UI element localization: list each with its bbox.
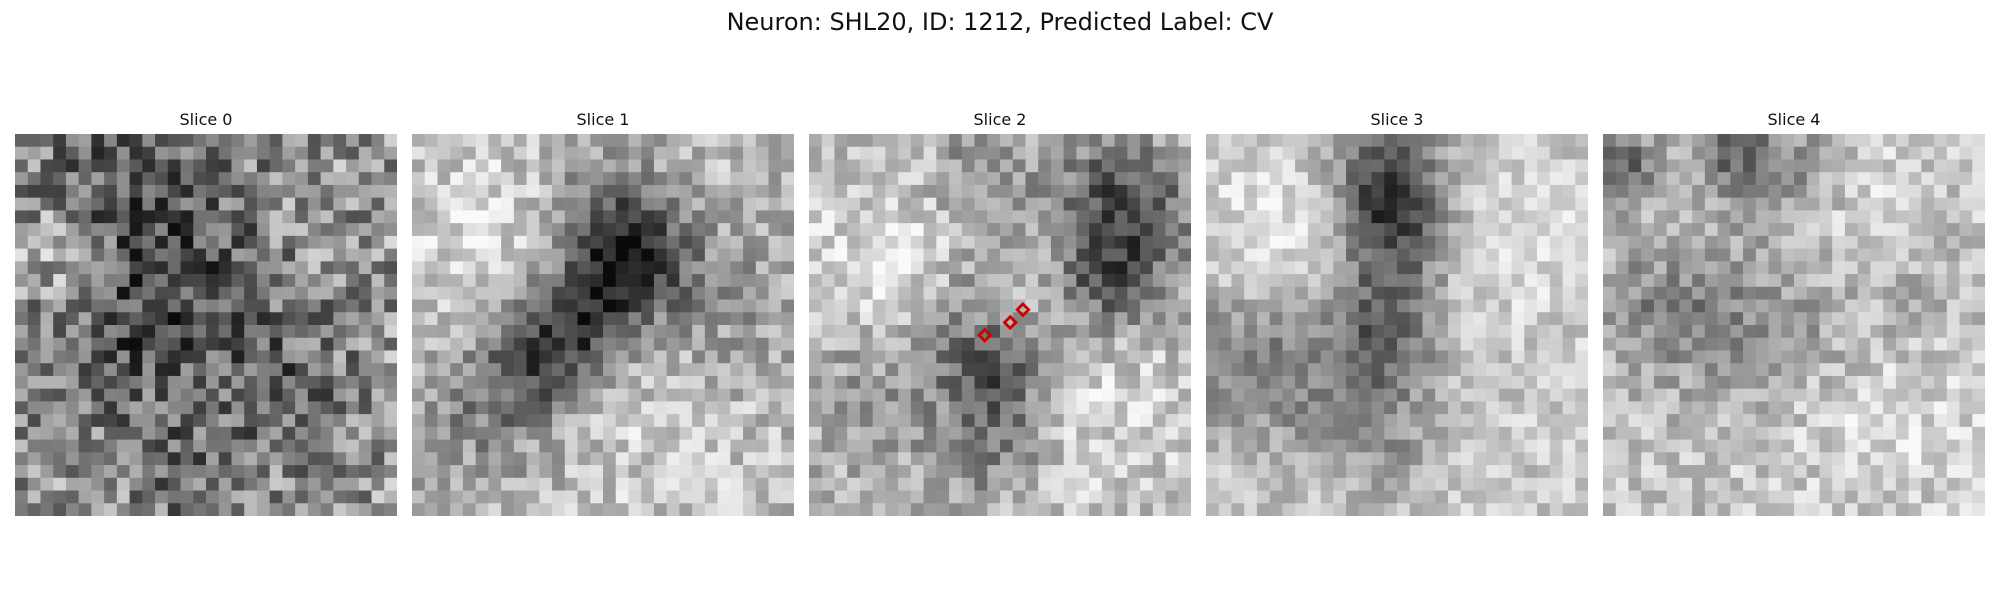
marker-diamond-0 (977, 327, 993, 343)
slice-0-image (15, 134, 397, 516)
slice-4-image (1603, 134, 1985, 516)
slice-3-image (1206, 134, 1588, 516)
marker-diamond-1 (1002, 314, 1018, 331)
figure-title: Neuron: SHL20, ID: 1212, Predicted Label… (726, 8, 1274, 36)
slice-1-image (412, 134, 794, 516)
slice-0-title: Slice 0 (179, 110, 233, 129)
marker-diamond-2 (1015, 302, 1031, 318)
slice-2-title: Slice 2 (973, 110, 1027, 129)
slice-1-title: Slice 1 (576, 110, 630, 129)
slice-2-image (809, 134, 1191, 516)
slice-4-title: Slice 4 (1767, 110, 1821, 129)
slice-3-title: Slice 3 (1370, 110, 1424, 129)
